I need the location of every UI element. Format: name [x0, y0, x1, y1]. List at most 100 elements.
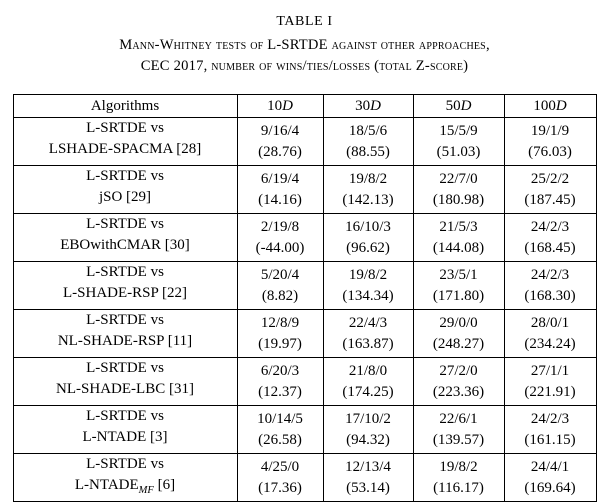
result-cell-100d: 24/4/1 (169.64): [503, 453, 597, 502]
wins-ties-losses: 25/2/2: [530, 171, 570, 187]
versus-label: L-SRTDE vs: [86, 312, 164, 328]
table-label: TABLE I: [276, 14, 333, 29]
z-score: (174.25): [342, 383, 394, 400]
versus-label: L-SRTDE vs: [86, 216, 164, 232]
z-score: (8.82): [261, 287, 299, 304]
z-score: (180.98): [432, 191, 485, 208]
algorithm-cell: L-SRTDE vs NL-SHADE-RSP [11]: [12, 309, 238, 358]
algorithm-cell: L-SRTDE vs EBOwithCMAR [30]: [12, 213, 238, 262]
z-score: (26.58): [258, 431, 302, 448]
wins-ties-losses: 2/19/8: [260, 219, 300, 235]
z-score: (51.03): [436, 143, 481, 160]
header-row: Algorithms 10D 30D 50D 100D: [12, 94, 597, 118]
result-cell-100d: 25/2/2 (187.45): [503, 165, 597, 214]
z-score: (187.45): [524, 191, 576, 208]
wins-ties-losses: 19/1/9: [530, 123, 570, 139]
z-score: (94.32): [346, 431, 390, 448]
opponent-text: jSO [29]: [98, 188, 152, 205]
wins-ties-losses: 24/2/3: [530, 267, 570, 283]
table-caption-text: Mann-Whitney tests of L-SRTDE against ot…: [0, 35, 609, 77]
z-score: (142.13): [342, 191, 394, 208]
z-score: (168.45): [524, 239, 576, 256]
result-cell-10d: 4/25/0 (17.36): [236, 453, 324, 502]
result-cell-30d: 19/8/2 (134.34): [322, 261, 414, 310]
result-cell-100d: 19/1/9 (76.03): [503, 117, 597, 166]
opponent-text: NL-SHADE-RSP [11]: [57, 332, 193, 349]
wins-ties-losses: 22/7/0: [439, 171, 478, 187]
caption-line-1: Mann-Whitney tests of L-SRTDE against ot…: [119, 37, 490, 53]
result-cell-10d: 12/8/9 (19.97): [236, 309, 324, 358]
table-row-lntade: L-SRTDE vs L-NTADE [3] 10/14/5 (26.58) 17…: [12, 405, 597, 454]
result-cell-100d: 24/2/3 (168.45): [503, 213, 597, 262]
result-cell-50d: 22/7/0 (180.98): [412, 165, 505, 214]
opponent-name: L-NTADE [3]: [14, 427, 237, 454]
versus-label: L-SRTDE vs: [86, 360, 164, 376]
opponent-name: L-NTADEMF [6]: [14, 475, 237, 502]
wins-ties-losses: 19/8/2: [439, 459, 478, 475]
dim-letter: D: [460, 97, 472, 114]
dim-letter: D: [282, 97, 293, 114]
opponent-name: EBOwithCMAR [30]: [14, 235, 237, 262]
z-score: (53.14): [346, 479, 390, 496]
opponent-name: L-SHADE-RSP [22]: [14, 283, 237, 310]
dim-number: 10: [267, 97, 283, 114]
dim-number: 100: [533, 97, 556, 114]
z-score: (171.80): [432, 287, 485, 304]
z-score: (234.24): [524, 335, 576, 352]
opponent-reference: [6]: [153, 476, 176, 493]
z-score: (88.55): [346, 143, 390, 160]
z-score: (223.36): [432, 383, 485, 400]
dim-letter: D: [370, 97, 381, 114]
opponent-text: L-SHADE-RSP [22]: [62, 284, 188, 301]
opponent-text: LSHADE-SPACMA [28]: [48, 140, 202, 157]
z-score: (28.76): [258, 143, 302, 160]
algorithm-cell: L-SRTDE vs jSO [29]: [12, 165, 238, 214]
wins-ties-losses: 19/8/2: [348, 171, 388, 187]
result-cell-30d: 17/10/2 (94.32): [322, 405, 414, 454]
table-row-lshade-spacma: L-SRTDE vs LSHADE-SPACMA [28] 9/16/4 (28.…: [12, 117, 597, 166]
z-score: (17.36): [258, 479, 302, 496]
z-score: (168.30): [524, 287, 576, 304]
z-score: (163.87): [342, 335, 394, 352]
z-score: (169.64): [524, 479, 576, 496]
wins-ties-losses: 9/16/4: [260, 123, 300, 139]
wins-ties-losses: 22/6/1: [439, 411, 478, 427]
wins-ties-losses: 6/19/4: [260, 171, 300, 187]
wins-ties-losses: 12/13/4: [345, 459, 391, 475]
z-score: (96.62): [346, 239, 390, 256]
dim-number: 30: [355, 97, 371, 114]
wins-ties-losses: 27/2/0: [439, 363, 478, 379]
opponent-name: jSO [29]: [14, 187, 237, 214]
wins-ties-losses: 21/8/0: [348, 363, 388, 379]
opponent-text: L-NTADE: [74, 476, 139, 493]
opponent-name: NL-SHADE-LBC [31]: [14, 379, 237, 406]
versus-label: L-SRTDE vs: [86, 408, 164, 424]
result-cell-50d: 22/6/1 (139.57): [412, 405, 505, 454]
wins-ties-losses: 24/4/1: [530, 459, 570, 475]
algorithm-cell: L-SRTDE vs L-NTADEMF [6]: [12, 453, 238, 502]
wins-ties-losses: 10/14/5: [257, 411, 303, 427]
wins-ties-losses: 29/0/0: [439, 315, 478, 331]
wins-ties-losses: 27/1/1: [530, 363, 570, 379]
wins-ties-losses: 21/5/3: [439, 219, 478, 235]
result-cell-50d: 19/8/2 (116.17): [412, 453, 505, 502]
result-cell-30d: 12/13/4 (53.14): [322, 453, 414, 502]
result-cell-30d: 18/5/6 (88.55): [322, 117, 414, 166]
z-score: (76.03): [528, 143, 572, 160]
wins-ties-losses: 24/2/3: [530, 411, 570, 427]
dim-header-100d: 100D: [503, 94, 597, 118]
result-cell-30d: 22/4/3 (163.87): [322, 309, 414, 358]
results-table: Algorithms 10D 30D 50D 100D L-SRTDE vs L…: [12, 94, 597, 502]
versus-label: L-SRTDE vs: [86, 264, 164, 280]
result-cell-50d: 27/2/0 (223.36): [412, 357, 505, 406]
table-caption: TABLE I Mann-Whitney tests of L-SRTDE ag…: [0, 14, 609, 77]
algorithm-cell: L-SRTDE vs L-NTADE [3]: [12, 405, 238, 454]
table-row-lshade-rsp: L-SRTDE vs L-SHADE-RSP [22] 5/20/4 (8.82)…: [12, 261, 597, 310]
opponent-name: LSHADE-SPACMA [28]: [14, 139, 237, 166]
dim-letter: D: [555, 97, 567, 114]
z-score: (-44.00): [255, 239, 305, 256]
wins-ties-losses: 23/5/1: [439, 267, 478, 283]
wins-ties-losses: 12/8/9: [260, 315, 300, 331]
wins-ties-losses: 24/2/3: [530, 219, 570, 235]
opponent-name: NL-SHADE-RSP [11]: [14, 331, 237, 358]
